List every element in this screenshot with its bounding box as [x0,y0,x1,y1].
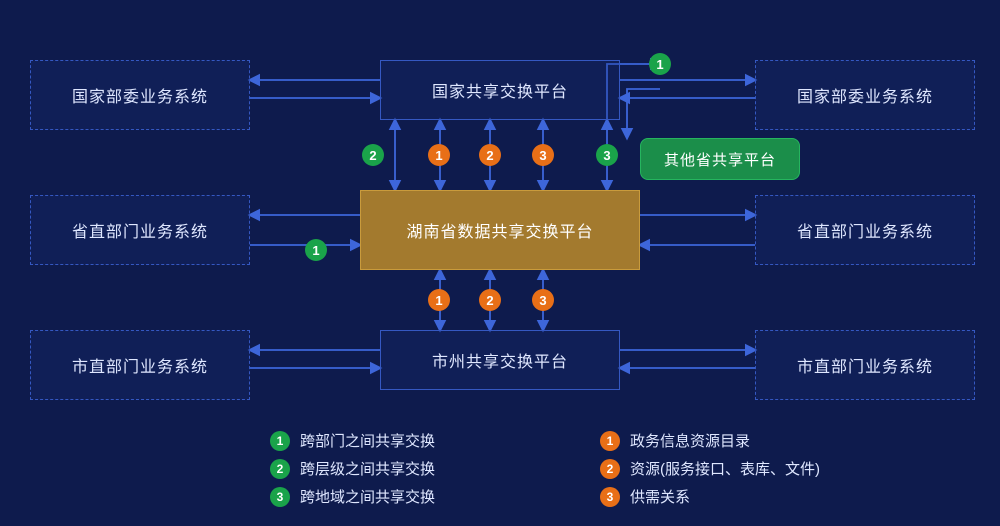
badge-orange-3: 3 [532,289,554,311]
node-city-platform: 市州共享交换平台 [380,330,620,390]
connector-edge [627,89,660,138]
badge-orange-2: 2 [479,144,501,166]
legend-row: 3 供需关系 [600,486,690,507]
node-label: 国家共享交换平台 [432,78,568,102]
legend-text: 资源(服务接口、表库、文件) [630,458,820,479]
badge-green-1: 1 [305,239,327,261]
node-label: 国家部委业务系统 [797,83,933,107]
badge-green-1: 1 [649,53,671,75]
badge-orange-3: 3 [532,144,554,166]
legend-text: 跨层级之间共享交换 [300,458,435,479]
node-label: 市直部门业务系统 [72,353,208,377]
legend-row: 2 跨层级之间共享交换 [270,458,435,479]
legend-badge: 3 [600,487,620,507]
node-province-dept-right: 省直部门业务系统 [755,195,975,265]
legend-row: 1 政务信息资源目录 [600,430,750,451]
node-city-dept-left: 市直部门业务系统 [30,330,250,400]
legend-text: 跨部门之间共享交换 [300,430,435,451]
node-city-dept-right: 市直部门业务系统 [755,330,975,400]
legend-badge: 1 [600,431,620,451]
node-other-province-platform: 其他省共享平台 [640,138,800,180]
legend-badge: 1 [270,431,290,451]
badge-green-3: 3 [596,144,618,166]
badge-green-2: 2 [362,144,384,166]
node-label: 市州共享交换平台 [432,348,568,372]
legend-text: 跨地域之间共享交换 [300,486,435,507]
node-label: 市直部门业务系统 [797,353,933,377]
legend-row: 3 跨地域之间共享交换 [270,486,435,507]
legend-row: 2 资源(服务接口、表库、文件) [600,458,820,479]
legend-text: 供需关系 [630,486,690,507]
node-label: 湖南省数据共享交换平台 [406,218,593,242]
node-national-ministry-right: 国家部委业务系统 [755,60,975,130]
node-label: 省直部门业务系统 [72,218,208,242]
legend-text: 政务信息资源目录 [630,430,750,451]
node-label: 省直部门业务系统 [797,218,933,242]
node-label: 国家部委业务系统 [72,83,208,107]
node-national-ministry-left: 国家部委业务系统 [30,60,250,130]
legend-badge: 2 [270,459,290,479]
node-national-platform: 国家共享交换平台 [380,60,620,120]
badge-orange-2: 2 [479,289,501,311]
node-label: 其他省共享平台 [664,149,776,170]
diagram-canvas: 国家部委业务系统 国家共享交换平台 国家部委业务系统 其他省共享平台 省直部门业… [0,0,1000,526]
badge-orange-1: 1 [428,289,450,311]
legend-badge: 3 [270,487,290,507]
node-province-dept-left: 省直部门业务系统 [30,195,250,265]
legend-badge: 2 [600,459,620,479]
legend-row: 1 跨部门之间共享交换 [270,430,435,451]
node-hunan-platform: 湖南省数据共享交换平台 [360,190,640,270]
badge-orange-1: 1 [428,144,450,166]
